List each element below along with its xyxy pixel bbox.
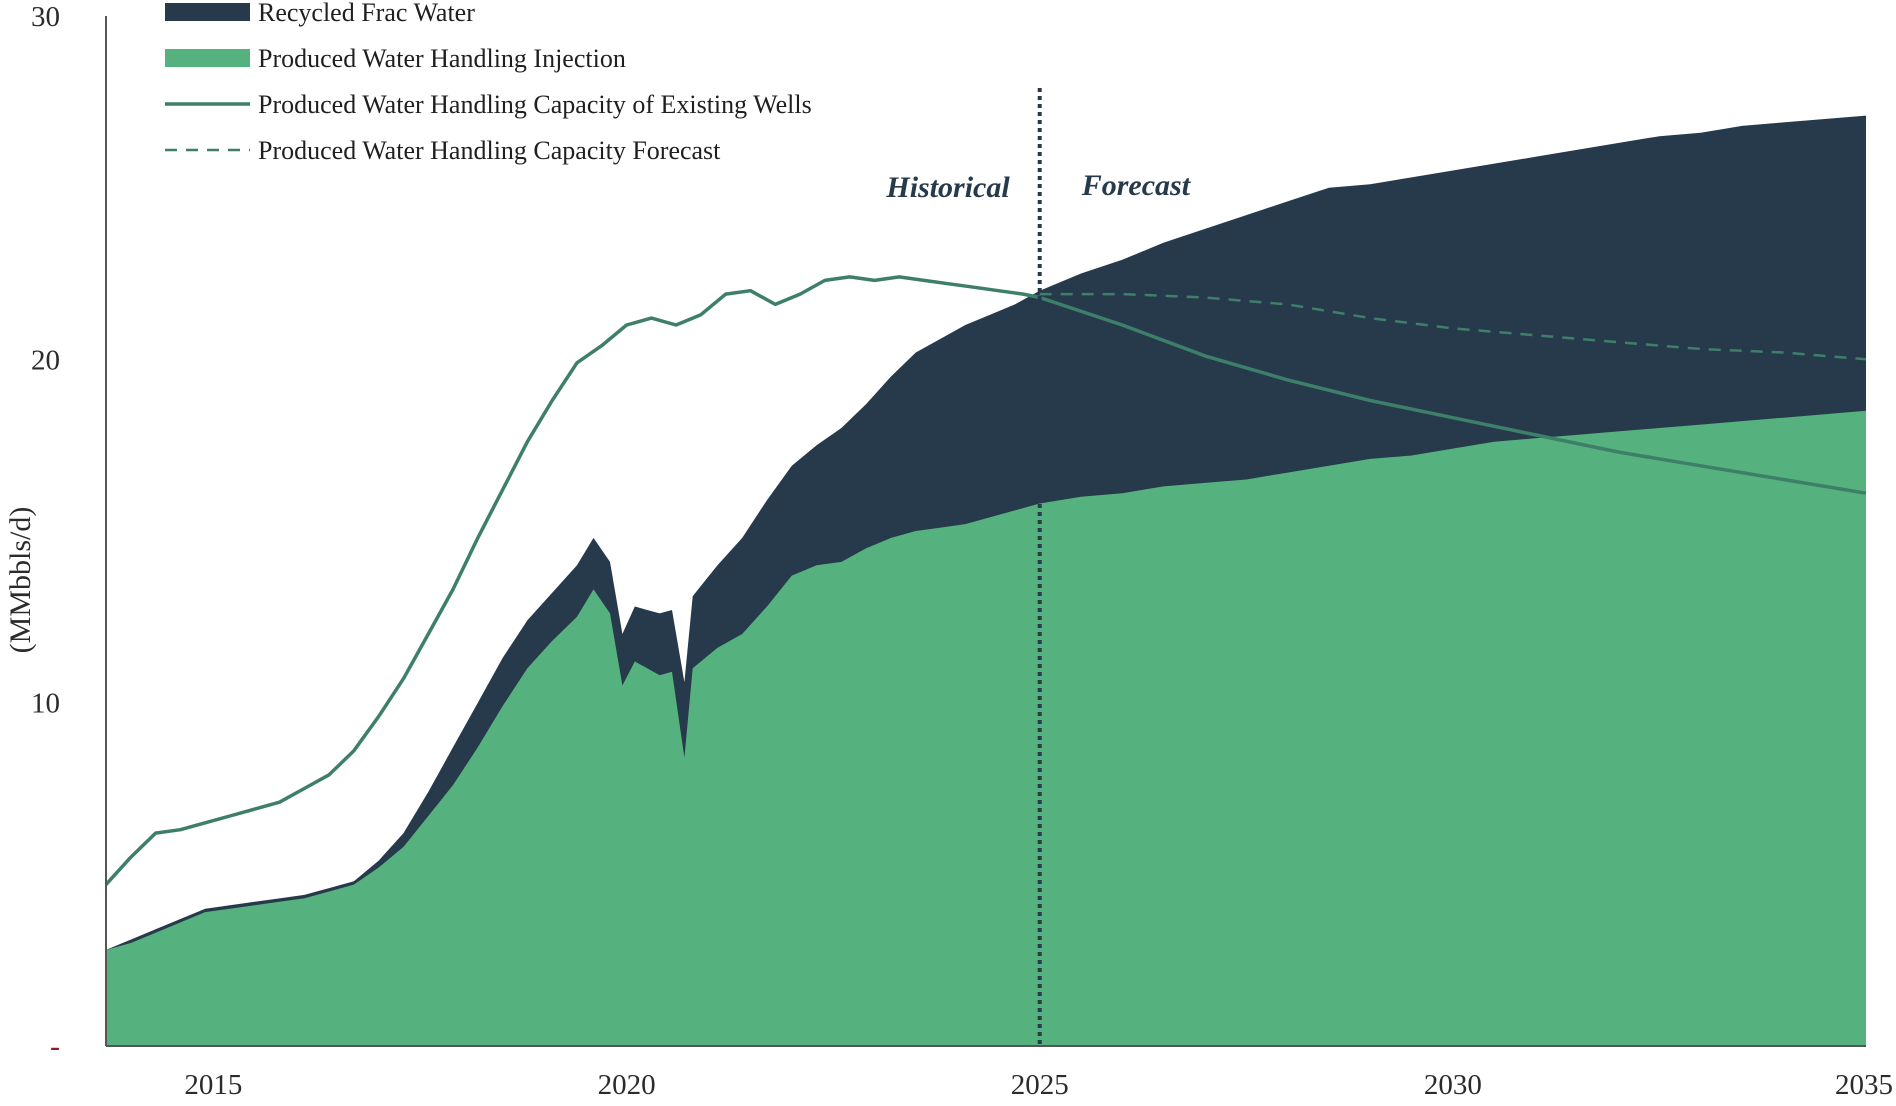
legend-item: Produced Water Handling Capacity Forecas… — [165, 136, 721, 165]
chart-axes — [105, 16, 1866, 1047]
y-tick-label: - — [50, 1030, 60, 1063]
x-tick-label: 2030 — [1424, 1069, 1482, 1101]
legend-swatch — [165, 49, 250, 67]
chart-lines — [104, 275, 1867, 886]
y-axis-title: (MMbbls/d) — [4, 507, 37, 654]
forecast-annotation: Forecast — [1081, 169, 1192, 202]
x-tick-label: 2015 — [184, 1069, 242, 1101]
capacity-existing-wells-line — [104, 275, 1867, 886]
x-tick-label: 2035 — [1835, 1069, 1893, 1101]
legend-label: Produced Water Handling Capacity of Exis… — [258, 90, 812, 119]
x-tick-label: 2025 — [1011, 1069, 1069, 1101]
capacity-forecast-line — [1039, 292, 1867, 361]
x-tick-label: 2020 — [598, 1069, 656, 1101]
legend-label: Produced Water Handling Capacity Forecas… — [258, 136, 721, 165]
legend-item: Produced Water Handling Injection — [165, 44, 626, 73]
y-tick-label: 20 — [31, 344, 60, 376]
legend-label: Produced Water Handling Injection — [258, 44, 626, 73]
legend-item: Produced Water Handling Capacity of Exis… — [165, 90, 812, 119]
historical-annotation: Historical — [885, 171, 1010, 204]
legend-label: Recycled Frac Water — [258, 0, 475, 27]
produced-water-injection-area — [106, 410, 1866, 1046]
chart-areas — [106, 115, 1866, 1047]
chart-legend: Recycled Frac Water Produced Water Handli… — [165, 0, 812, 165]
y-tick-label: 30 — [31, 1, 60, 33]
y-tick-label: 10 — [31, 688, 60, 720]
legend-swatch — [165, 3, 250, 21]
legend-item: Recycled Frac Water — [165, 0, 475, 27]
